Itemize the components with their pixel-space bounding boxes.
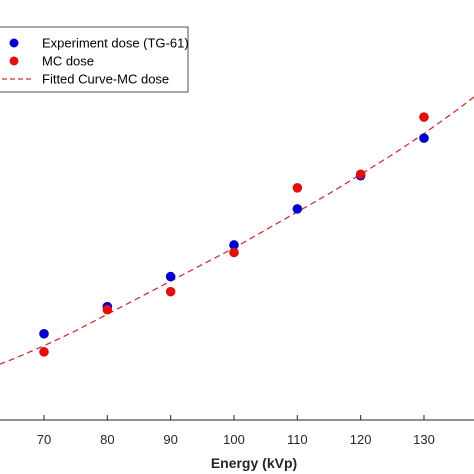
x-tick-label: 90 [163, 432, 177, 447]
legend-label-experiment: Experiment dose (TG-61) [42, 36, 189, 51]
x-tick-label: 110 [287, 432, 308, 447]
legend-label-fit: Fitted Curve-MC dose [42, 72, 169, 87]
legend-box [0, 26, 189, 93]
mc-dose-point [102, 304, 113, 315]
fit-curve-layer [0, 96, 474, 365]
mc-dose-point [355, 169, 366, 180]
legend-marker-mc [9, 56, 19, 66]
x-tick-label: 70 [37, 432, 51, 447]
legend: Experiment dose (TG-61) MC dose Fitted C… [0, 26, 189, 93]
experiment-dose-point [165, 271, 176, 282]
mc-dose-point [419, 112, 429, 122]
x-tick-label: 120 [350, 432, 372, 447]
fit-curve-line [0, 96, 474, 365]
legend-label-mc: MC dose [42, 54, 94, 69]
x-ticks: 70 80 90 100 110 120 130 [37, 415, 435, 447]
legend-marker-experiment [9, 38, 19, 48]
experiment-dose-point [292, 204, 303, 214]
mc-dose-point [39, 347, 49, 357]
points-layer [39, 112, 429, 357]
mc-dose-point [292, 182, 303, 193]
mc-dose-point [229, 247, 239, 258]
x-tick-label: 130 [413, 432, 435, 447]
plot-area: 70 80 90 100 110 120 130 [0, 96, 474, 447]
x-axis-title: Energy (kVp) [211, 455, 297, 471]
x-tick-label: 80 [100, 432, 114, 447]
experiment-dose-point [419, 133, 429, 143]
mc-dose-point [165, 286, 176, 297]
experiment-dose-point [229, 240, 239, 250]
experiment-dose-point [39, 328, 49, 339]
x-tick-label: 100 [223, 432, 245, 447]
